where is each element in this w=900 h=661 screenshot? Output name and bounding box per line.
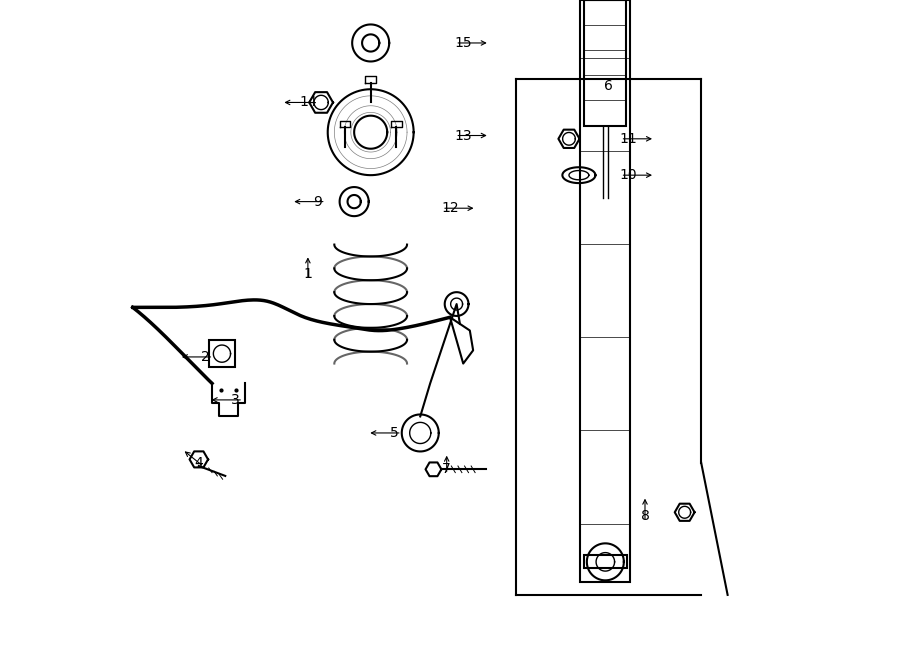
Text: 5: 5 <box>390 426 398 440</box>
Text: 8: 8 <box>641 508 650 523</box>
Text: 1: 1 <box>303 267 312 282</box>
Text: 15: 15 <box>454 36 472 50</box>
Text: 6: 6 <box>604 79 613 93</box>
Text: 11: 11 <box>619 132 637 146</box>
Bar <box>584 0 626 126</box>
Text: 2: 2 <box>201 350 210 364</box>
Text: 13: 13 <box>454 128 472 143</box>
Text: 4: 4 <box>194 455 203 470</box>
Bar <box>584 555 626 568</box>
Text: 10: 10 <box>620 168 637 182</box>
Text: 3: 3 <box>230 393 239 407</box>
Text: 9: 9 <box>313 194 322 209</box>
Text: 12: 12 <box>441 201 459 215</box>
Bar <box>210 340 235 367</box>
Text: 7: 7 <box>442 462 451 477</box>
Bar <box>580 0 631 582</box>
Text: 14: 14 <box>299 95 317 110</box>
